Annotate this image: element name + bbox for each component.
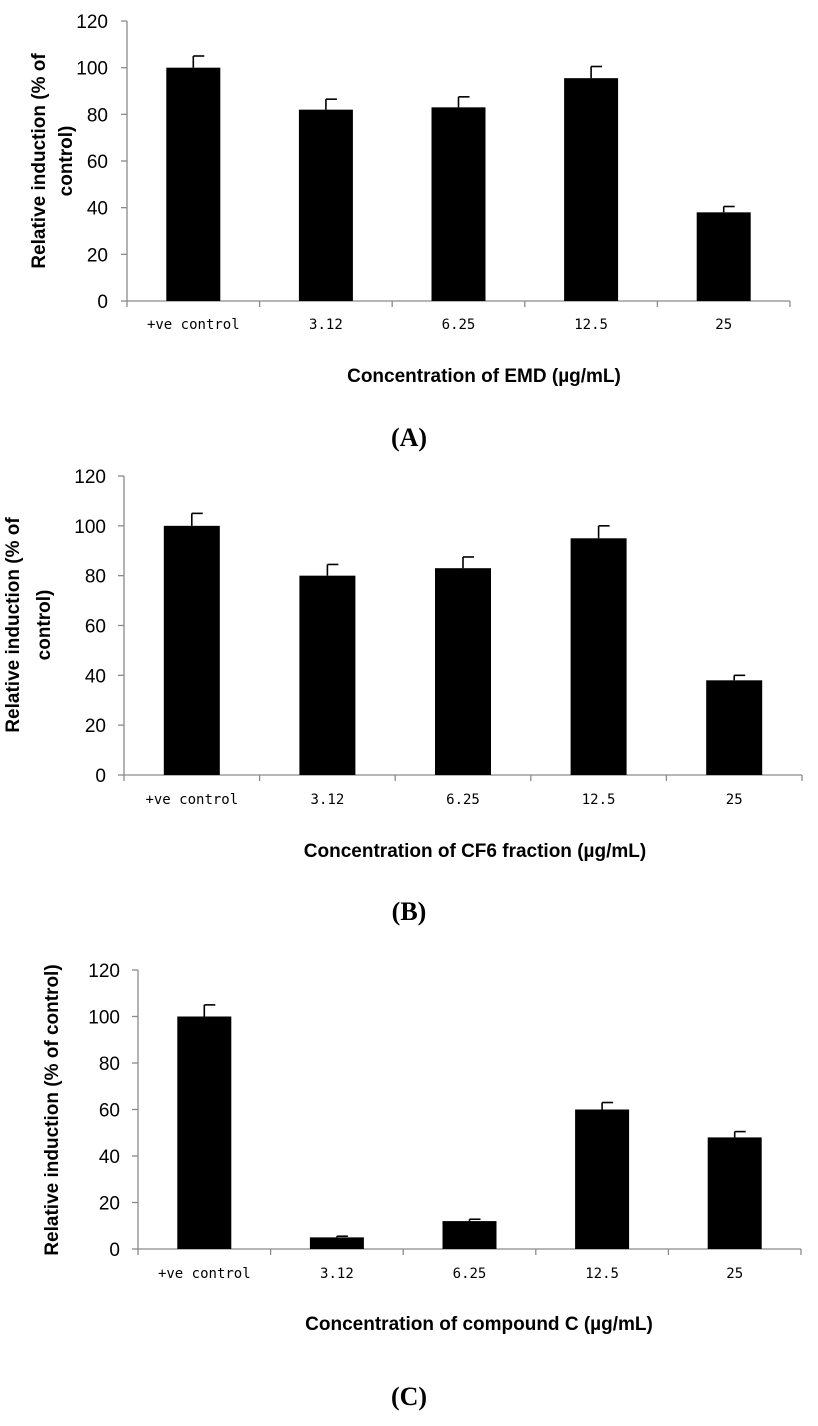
x-tick-label: 6.25 (442, 317, 476, 333)
panel-label: (A) (391, 423, 427, 452)
bar (706, 680, 763, 775)
bar (431, 107, 486, 301)
bar (309, 1237, 364, 1249)
y-tick-label: 40 (99, 1147, 120, 1168)
x-tick-label: 3.12 (309, 317, 343, 333)
x-axis-title: Concentration of CF6 fraction (µg/mL) (304, 841, 646, 862)
y-tick-label: 20 (87, 245, 108, 266)
y-tick-label: 40 (85, 666, 106, 687)
bar (575, 1109, 630, 1249)
bar (442, 1221, 497, 1249)
y-tick-label: 100 (88, 1008, 120, 1029)
x-tick-label: 25 (715, 317, 732, 333)
x-tick-label: 12.5 (574, 317, 608, 333)
y-tick-label: 80 (99, 1054, 120, 1075)
y-axis-title: control) (56, 126, 77, 197)
x-tick-label: 3.12 (311, 792, 345, 808)
x-tick-label: +ve control (158, 1266, 251, 1282)
y-tick-label: 60 (85, 617, 106, 638)
bar (570, 538, 627, 775)
x-tick-label: 25 (726, 792, 743, 808)
x-axis-title: Concentration of EMD (µg/mL) (347, 366, 621, 387)
bar (163, 525, 220, 775)
y-tick-label: 100 (74, 517, 106, 538)
y-tick-label: 40 (87, 199, 108, 220)
y-tick-label: 100 (76, 59, 108, 80)
y-tick-label: 20 (85, 716, 106, 737)
y-tick-label: 120 (88, 961, 120, 982)
panel-label: (C) (391, 1382, 427, 1411)
bar (299, 575, 356, 775)
y-tick-label: 120 (74, 467, 106, 488)
y-tick-label: 60 (87, 152, 108, 173)
x-tick-label: +ve control (145, 792, 238, 808)
panel-label: (B) (392, 897, 427, 926)
y-tick-label: 60 (99, 1101, 120, 1122)
bar (166, 67, 221, 302)
x-tick-label: 3.12 (320, 1266, 354, 1282)
y-tick-label: 120 (76, 12, 108, 33)
y-tick-label: 20 (99, 1194, 120, 1215)
x-tick-label: 12.5 (585, 1266, 619, 1282)
chart-panel-b: 0 20 40 60 80 100 120 +ve control 3.12 6.25 12.5 25… (3, 467, 803, 926)
y-tick-label: 0 (97, 292, 108, 313)
chart-panel-a: 0 20 40 60 80 100 120 +ve control 3.12 6.25 12.5 25… (29, 12, 791, 452)
x-axis-title: Concentration of compound C (µg/mL) (305, 1314, 653, 1335)
bar (435, 568, 491, 775)
y-tick-label: 0 (95, 766, 106, 787)
bar (298, 109, 353, 302)
bar (707, 1137, 762, 1249)
y-axis-title: Relative induction (% of control) (42, 964, 63, 1255)
x-tick-label: 25 (726, 1266, 743, 1282)
bar (177, 1016, 232, 1249)
y-axis-title: Relative induction (% of (3, 517, 24, 733)
x-tick-label: 12.5 (582, 792, 616, 808)
y-tick-label: 0 (109, 1240, 120, 1261)
bar (564, 78, 619, 302)
y-tick-label: 80 (85, 567, 106, 588)
y-axis-title: control) (34, 590, 55, 661)
bar (696, 212, 751, 301)
x-tick-label: +ve control (147, 317, 240, 333)
chart-panel-c: 0 20 40 60 80 100 120 +ve control 3.12 6.25 12.5 25… (42, 961, 802, 1411)
y-tick-label: 80 (87, 105, 108, 126)
y-axis-title: Relative induction (% of (29, 53, 50, 269)
x-tick-label: 6.25 (446, 792, 480, 808)
x-tick-label: 6.25 (453, 1266, 487, 1282)
